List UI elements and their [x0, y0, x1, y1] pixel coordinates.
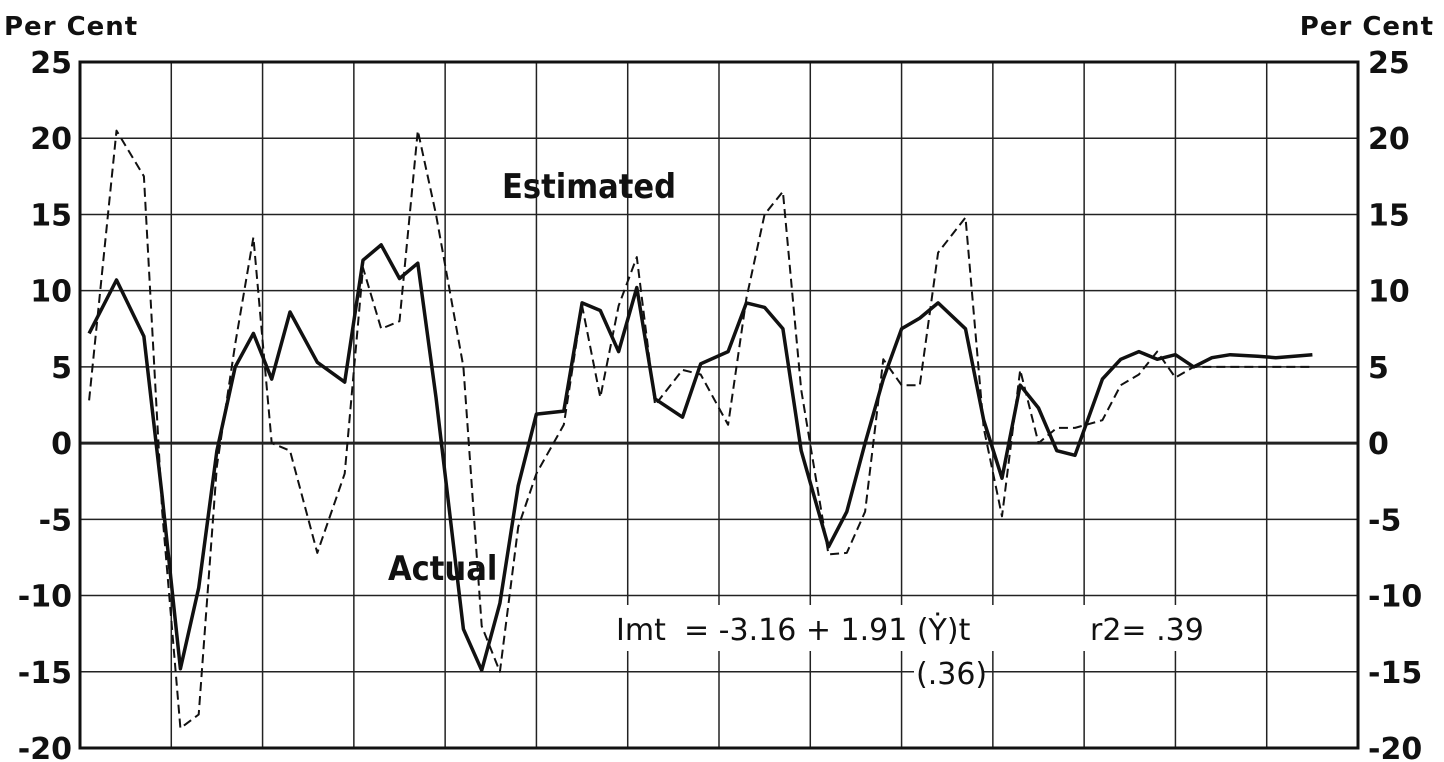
y-tick-label-right: 25	[1368, 46, 1410, 81]
y-tick-label-right: -15	[1368, 656, 1422, 691]
r2-backdrop	[1074, 605, 1224, 651]
y-tick-label-left: -15	[18, 656, 72, 691]
y-tick-label-left: 5	[51, 351, 72, 386]
series	[87, 129, 1313, 730]
y-tick-labels: 25 25 20 20 15 15 10 10 5 5 0 0 -5 -5 -10 -10 -15 -15 -20 -…	[18, 46, 1422, 762]
y-tick-label-left: 15	[30, 198, 72, 233]
coefficient-std-error: (.36)	[916, 657, 987, 692]
plot-frame	[78, 60, 1360, 750]
y-tick-label-left: 25	[30, 46, 72, 81]
y-tick-label-left: -5	[39, 503, 72, 538]
y-tick-label-left: 0	[51, 427, 72, 462]
equation-backdrop	[612, 605, 1060, 651]
y-tick-label-left: 20	[30, 122, 72, 157]
r-squared: r2= .39	[1090, 613, 1204, 648]
estimated-label: Estimated	[502, 167, 676, 207]
y-tick-label-right: 15	[1368, 198, 1410, 233]
y-axis-unit-label-right: Per Cent	[1299, 12, 1434, 42]
y-tick-label-right: 5	[1368, 351, 1389, 386]
y-axis-unit-label-left: Per Cent	[4, 12, 139, 42]
estimated-series-line	[88, 129, 1313, 730]
y-tick-label-right: -10	[1368, 580, 1422, 615]
y-tick-label-right: 0	[1368, 427, 1389, 462]
stderr-backdrop	[914, 655, 984, 695]
equation-lhs: Imt	[616, 613, 666, 648]
y-tick-label-left: 10	[30, 275, 72, 310]
y-tick-label-right: -20	[1368, 732, 1422, 762]
y-tick-label-left: -20	[18, 732, 72, 762]
y-tick-label-right: 20	[1368, 122, 1410, 157]
y-tick-label-right: 10	[1368, 275, 1410, 310]
equation-rhs: = -3.16 + 1.91 (Ẏ)t	[684, 612, 971, 648]
actual-label: Actual	[388, 549, 497, 589]
y-tick-label-right: -5	[1368, 503, 1401, 538]
actual-series-line	[87, 243, 1313, 673]
y-tick-label-left: -10	[18, 580, 72, 615]
